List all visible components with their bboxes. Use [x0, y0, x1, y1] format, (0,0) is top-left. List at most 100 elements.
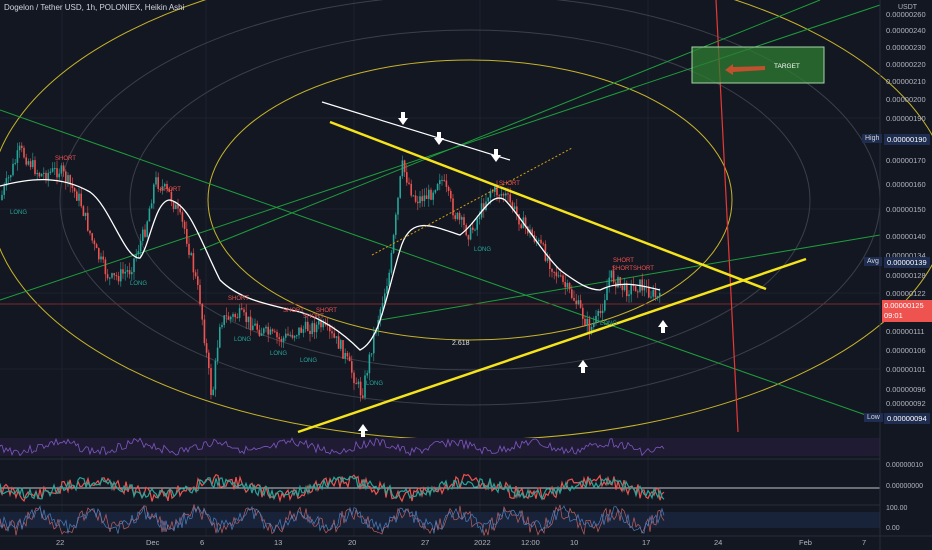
- candle-body: [414, 195, 417, 202]
- candle-body: [153, 184, 155, 204]
- candle-body: [7, 177, 10, 179]
- last-price-value: 0.00000125: [884, 301, 924, 310]
- candle-body: [93, 240, 96, 245]
- long-signal-label: LONG: [130, 281, 147, 287]
- candle-body: [359, 381, 362, 396]
- candle-body: [309, 330, 311, 335]
- candle-body: [298, 327, 300, 336]
- candle-body: [91, 233, 93, 241]
- candle-body: [329, 325, 331, 332]
- candle-body: [381, 303, 384, 310]
- candle-body: [445, 180, 448, 187]
- candle-body: [408, 182, 410, 184]
- candle-body: [326, 324, 329, 326]
- candle-body: [98, 248, 100, 260]
- candle-body: [210, 368, 212, 396]
- candle-body: [494, 186, 496, 192]
- candle-body: [142, 229, 144, 241]
- candle-body: [58, 173, 60, 178]
- candle-body: [192, 253, 195, 273]
- candle-body: [78, 193, 80, 201]
- candle-body: [1, 194, 3, 200]
- candle-body: [315, 324, 318, 333]
- candle-body: [487, 197, 489, 202]
- candle-body: [120, 269, 122, 282]
- candle-body: [300, 327, 302, 333]
- candle-body: [566, 282, 569, 288]
- candle-body: [146, 221, 148, 237]
- candle-body: [150, 203, 153, 209]
- candle-body: [25, 157, 27, 165]
- candle-body: [593, 323, 595, 328]
- price-tick: 0.00000190: [886, 114, 926, 123]
- avg-value: 0.00000139: [884, 257, 930, 268]
- candle-body: [133, 258, 135, 273]
- price-tick: 0.00000160: [886, 180, 926, 189]
- time-tick: Feb: [799, 538, 812, 547]
- price-tick: 0.00000101: [886, 365, 926, 374]
- candle-body: [439, 180, 441, 184]
- candle-body: [513, 206, 516, 210]
- candle-body: [157, 177, 159, 189]
- candle-body: [498, 195, 500, 197]
- candle-body: [432, 192, 434, 200]
- candle-body: [148, 208, 151, 222]
- candle-body: [128, 270, 131, 275]
- time-tick: 20: [348, 538, 357, 547]
- candle-body: [652, 289, 654, 297]
- candle-body: [62, 165, 65, 172]
- candle-body: [412, 195, 415, 197]
- candle-body: [476, 218, 478, 230]
- macd-zero-label: 0.00000000: [886, 483, 923, 490]
- candle-body: [403, 160, 406, 173]
- time-axis[interactable]: 22 Dec 6 13 20 27 2022 12:00 10 17 24 Feb 7: [0, 536, 880, 550]
- candle-body: [197, 276, 199, 285]
- candle-body: [56, 168, 58, 178]
- price-axis[interactable]: USDT 0.00000260 0.00000240 0.00000230 0.000…: [880, 0, 932, 536]
- white-resistance-line: [321, 101, 511, 161]
- candle-body: [395, 214, 397, 235]
- candle-body: [100, 256, 102, 260]
- candle-body: [586, 318, 588, 326]
- candle-body: [267, 326, 269, 335]
- candle-body: [441, 179, 443, 181]
- candle-body: [634, 286, 637, 292]
- candle-body: [104, 259, 107, 275]
- candle-body: [436, 183, 439, 191]
- moving-average-line: [0, 178, 661, 351]
- candle-body: [573, 297, 575, 301]
- candle-body: [656, 296, 659, 298]
- candle-body: [335, 336, 338, 338]
- candle-body: [467, 235, 470, 240]
- candle-body: [461, 217, 463, 220]
- high-tag: High: [862, 134, 883, 143]
- candle-body: [247, 316, 250, 323]
- candle-body: [452, 198, 454, 216]
- candle-body: [51, 168, 54, 172]
- candle-body: [227, 316, 230, 320]
- candle-body: [518, 214, 520, 225]
- candle-body: [617, 276, 619, 288]
- signal-labels: SHORTSHORTSHORTSHORTSHORTSHORTSHORTSHORT…: [10, 156, 654, 387]
- macd-top-label: 0.00000010: [886, 462, 923, 469]
- candle-body: [282, 337, 285, 342]
- candle-body: [511, 202, 514, 210]
- candle-body: [597, 310, 599, 316]
- candle-body: [3, 185, 5, 195]
- candle-body: [590, 327, 593, 334]
- candle-body: [311, 323, 313, 335]
- candle-body: [428, 189, 430, 200]
- candle-body: [73, 187, 76, 192]
- time-tick: 24: [714, 538, 723, 547]
- candle-body: [87, 212, 89, 231]
- candle-body: [10, 175, 12, 178]
- candle-body: [443, 179, 445, 181]
- time-tick: 10: [570, 538, 579, 547]
- long-signal-label: LONG: [366, 381, 383, 387]
- candle-body: [126, 270, 129, 272]
- fib-level-label: 2.618: [452, 340, 470, 347]
- candle-body: [595, 315, 597, 324]
- candle-body: [205, 343, 208, 353]
- candle-body: [588, 318, 591, 334]
